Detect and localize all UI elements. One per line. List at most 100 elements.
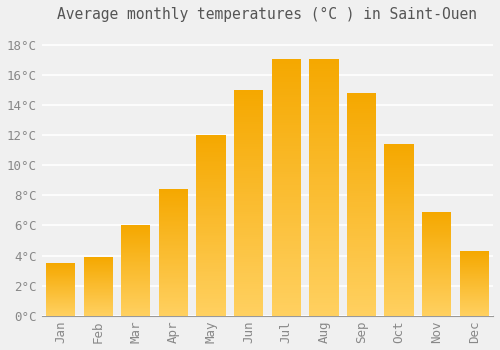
Bar — [272, 272, 301, 274]
Bar — [272, 259, 301, 262]
Bar — [272, 303, 301, 306]
Bar — [159, 313, 188, 314]
Bar — [196, 249, 226, 251]
Bar — [121, 256, 150, 257]
Bar — [309, 177, 338, 180]
Bar — [272, 231, 301, 233]
Bar — [196, 213, 226, 215]
Bar — [347, 164, 376, 167]
Bar — [309, 123, 338, 125]
Bar — [234, 248, 264, 250]
Bar — [272, 208, 301, 210]
Bar — [309, 71, 338, 74]
Bar — [46, 281, 76, 282]
Bar — [460, 291, 489, 292]
Bar — [347, 296, 376, 298]
Bar — [347, 209, 376, 211]
Bar — [384, 249, 414, 251]
Bar — [196, 200, 226, 202]
Bar — [422, 218, 452, 219]
Bar — [422, 262, 452, 263]
Bar — [384, 225, 414, 226]
Bar — [84, 267, 113, 268]
Bar — [234, 131, 264, 133]
Bar — [347, 162, 376, 164]
Bar — [234, 178, 264, 180]
Bar — [309, 277, 338, 280]
Bar — [272, 79, 301, 82]
Bar — [196, 189, 226, 191]
Bar — [84, 261, 113, 262]
Bar — [347, 147, 376, 149]
Bar — [309, 310, 338, 313]
Bar — [121, 250, 150, 251]
Bar — [460, 284, 489, 285]
Bar — [46, 301, 76, 302]
Bar — [234, 156, 264, 158]
Bar — [309, 180, 338, 182]
Bar — [384, 204, 414, 206]
Bar — [384, 270, 414, 271]
Bar — [384, 170, 414, 172]
Bar — [272, 313, 301, 316]
Bar — [84, 272, 113, 273]
Bar — [234, 189, 264, 192]
Bar — [84, 304, 113, 305]
Bar — [272, 187, 301, 190]
Bar — [159, 254, 188, 255]
Bar — [121, 296, 150, 297]
Bar — [159, 221, 188, 222]
Bar — [234, 167, 264, 169]
Bar — [272, 154, 301, 156]
Bar — [422, 315, 452, 316]
Bar — [460, 273, 489, 274]
Bar — [121, 290, 150, 291]
Bar — [347, 198, 376, 200]
Bar — [121, 267, 150, 268]
Bar — [272, 210, 301, 213]
Bar — [121, 272, 150, 273]
Bar — [347, 184, 376, 187]
Bar — [196, 294, 226, 296]
Bar — [347, 247, 376, 249]
Bar — [121, 280, 150, 281]
Bar — [234, 212, 264, 214]
Bar — [84, 277, 113, 278]
Bar — [347, 93, 376, 96]
Bar — [422, 246, 452, 247]
Bar — [159, 192, 188, 193]
Bar — [272, 192, 301, 195]
Bar — [121, 306, 150, 307]
Bar — [196, 164, 226, 166]
Bar — [46, 294, 76, 295]
Bar — [196, 211, 226, 213]
Bar — [309, 280, 338, 282]
Bar — [196, 290, 226, 292]
Bar — [234, 151, 264, 153]
Bar — [272, 308, 301, 310]
Bar — [347, 251, 376, 253]
Bar — [46, 297, 76, 298]
Bar — [460, 270, 489, 271]
Bar — [159, 265, 188, 266]
Bar — [309, 174, 338, 177]
Bar — [422, 258, 452, 259]
Bar — [422, 236, 452, 237]
Bar — [309, 115, 338, 118]
Bar — [234, 149, 264, 151]
Bar — [234, 298, 264, 300]
Bar — [46, 267, 76, 268]
Bar — [347, 109, 376, 111]
Bar — [309, 197, 338, 200]
Bar — [121, 292, 150, 293]
Bar — [347, 224, 376, 227]
Bar — [84, 258, 113, 259]
Bar — [384, 299, 414, 300]
Bar — [159, 215, 188, 216]
Bar — [196, 267, 226, 269]
Bar — [422, 235, 452, 236]
Bar — [460, 256, 489, 257]
Bar — [159, 243, 188, 244]
Bar — [196, 256, 226, 258]
Bar — [272, 233, 301, 236]
